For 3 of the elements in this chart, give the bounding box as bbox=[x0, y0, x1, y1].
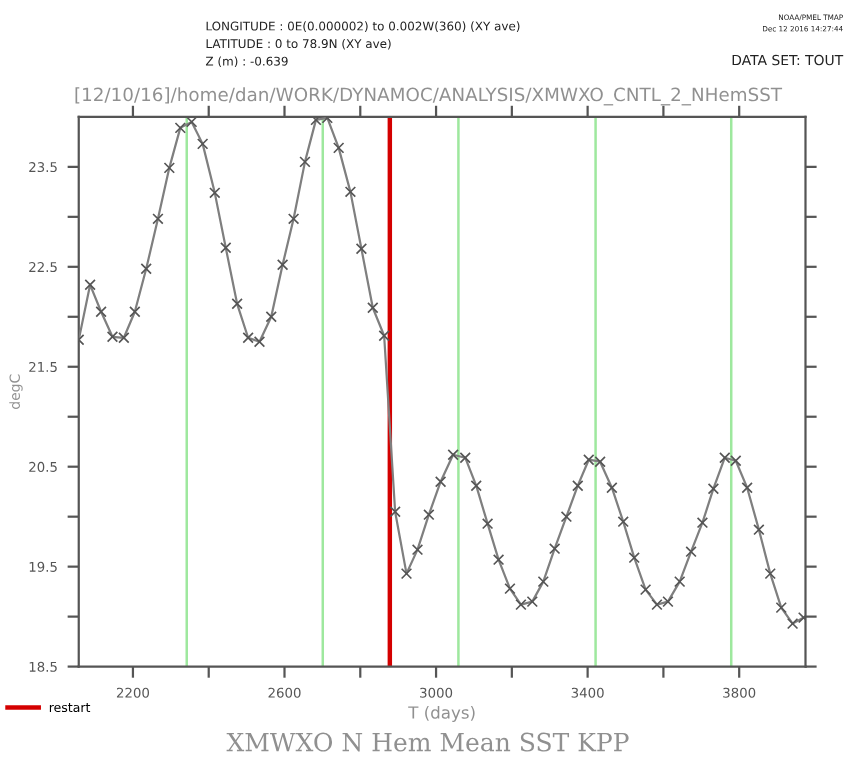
x-axis-title: T (days) bbox=[408, 705, 475, 723]
chart-subtitle: [12/10/16]/home/dan/WORK/DYNAMOC/ANALYSIS/XMWXO_CNTL_2_NHemSST bbox=[75, 87, 783, 106]
text: XMWXO N Hem Mean SST KPP bbox=[226, 732, 629, 752]
